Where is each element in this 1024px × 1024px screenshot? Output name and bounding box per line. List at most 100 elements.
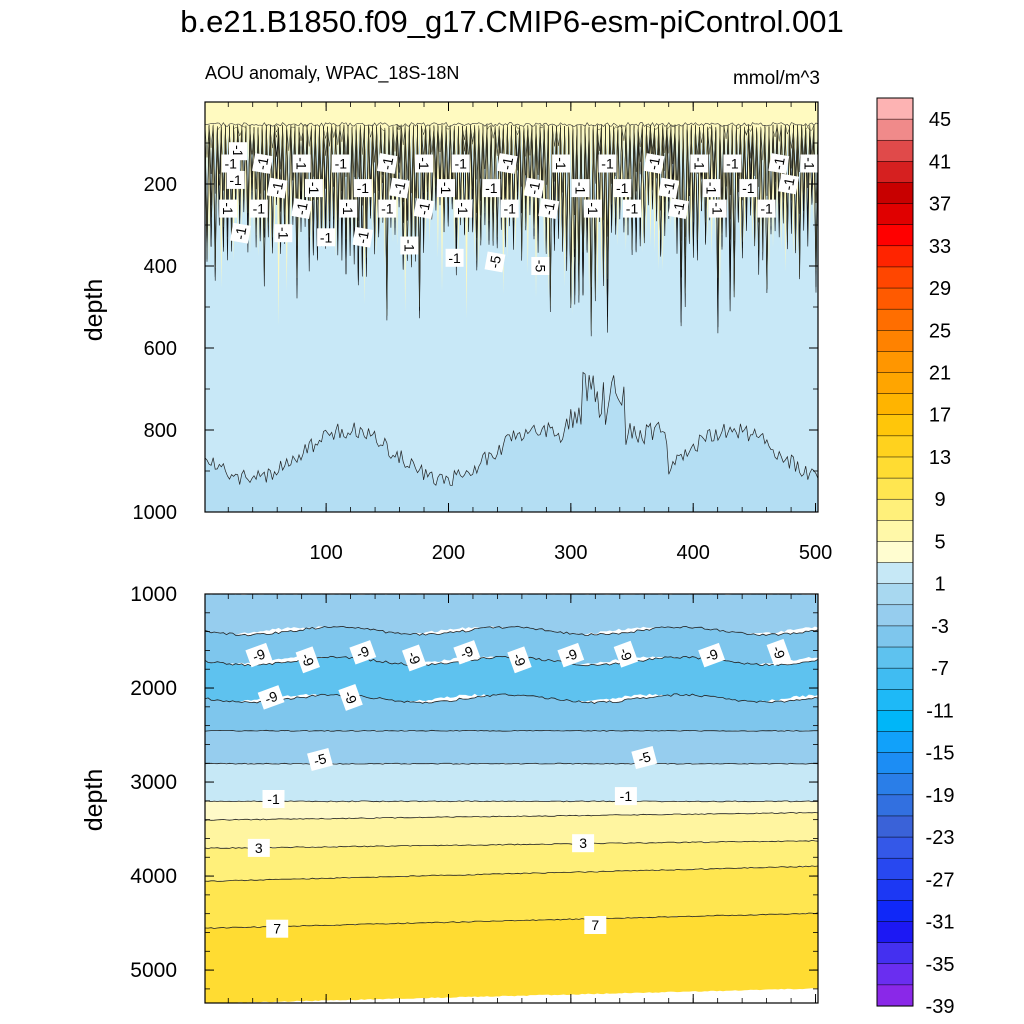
colorbar-box (876, 562, 914, 585)
layer-band (205, 656, 818, 704)
colorbar-box (876, 118, 914, 141)
contour-label: -9 (295, 646, 321, 674)
colorbar-box (876, 604, 914, 627)
svg-text:-1: -1 (503, 201, 516, 217)
contour-line (205, 371, 818, 486)
colorbar-box (876, 879, 914, 901)
svg-text:-1: -1 (391, 180, 409, 195)
svg-text:-5: -5 (312, 750, 328, 769)
contour-label: -1 (613, 179, 632, 198)
contour-label: -1 (376, 153, 398, 174)
svg-text:3: 3 (579, 835, 587, 851)
colorbar-box (876, 689, 914, 711)
layer-band (205, 840, 818, 882)
svg-text:-1: -1 (378, 156, 396, 171)
contour-label: -1 (768, 153, 790, 174)
contour-label: -1 (226, 170, 245, 189)
lower-ylabel: depth (80, 769, 108, 832)
colorbar-box (876, 203, 914, 226)
svg-text:-1: -1 (760, 201, 773, 217)
contour-label: -1 (658, 177, 680, 199)
colorbar-box (876, 372, 914, 395)
colorbar-box (876, 330, 914, 352)
colorbar-box (876, 984, 914, 1007)
colorbar-box (876, 773, 914, 796)
colorbar-box (876, 393, 914, 416)
colorbar-box (876, 287, 914, 310)
svg-text:-9: -9 (510, 651, 529, 668)
upper-panel: -1-1 -1 -1 -1 -1 -1 -1 -1 -1 -1 -1 -1 -1 -1 -1-1-1 -1 -1… (80, 101, 832, 564)
svg-text:-1: -1 (742, 180, 755, 196)
lower-x-axis (227, 594, 817, 1003)
svg-text:-1: -1 (645, 156, 663, 171)
colorbar-box (876, 541, 914, 564)
upper-plot-area: -1-1 -1 -1 -1 -1 -1 -1 -1 -1 -1 -1 -1 -1 -1 -1-1-1 -1 -1… (205, 102, 818, 512)
contour-label: -1 (304, 179, 323, 198)
svg-text:-1: -1 (253, 201, 266, 217)
contour-label: -1 (668, 198, 689, 220)
colorbar-box (876, 731, 914, 754)
colorbar-box (876, 900, 914, 923)
svg-text:-1: -1 (357, 180, 370, 196)
lower-contour-labels: -9 -9 -9 -9 -9 -9 -9 -9 -9 -9 -9 -9 -5 -5 -1 -1 3 3 7 7 (245, 638, 792, 938)
contour-label: -1 (339, 199, 358, 218)
contour-label: -1 (262, 790, 285, 808)
svg-text:-1: -1 (585, 202, 601, 215)
colorbar-label: -11 (926, 700, 953, 722)
contour-label: -9 (507, 646, 532, 674)
contour-label: -1 (702, 179, 721, 198)
panel-subtitle: AOU anomaly, WPAC_18S-18N (205, 63, 460, 83)
contour-label: -1 (614, 787, 637, 806)
y-tick-label: 2000 (130, 677, 177, 700)
contour-label: -9 (338, 683, 363, 711)
svg-text:-1: -1 (267, 791, 280, 807)
colorbar-box (876, 224, 914, 247)
svg-text:-1: -1 (438, 182, 454, 195)
svg-text:-1: -1 (626, 201, 639, 217)
lower-bands (205, 594, 818, 1003)
svg-text:-1: -1 (224, 156, 237, 172)
svg-text:-1: -1 (293, 201, 311, 216)
svg-text:-9: -9 (298, 651, 317, 668)
upper-contour-lines (205, 121, 818, 486)
colorbar-box (876, 857, 914, 880)
svg-text:-1: -1 (454, 156, 467, 172)
svg-text:3: 3 (255, 840, 263, 856)
contour-label: -9 (766, 638, 792, 666)
svg-text:-1: -1 (401, 239, 417, 252)
contour-line (205, 625, 818, 637)
contour-label: -1 (496, 153, 518, 174)
colorbar-box (876, 963, 914, 986)
colorbar-box (876, 815, 914, 838)
svg-text:-1: -1 (415, 201, 433, 216)
contour-label: 3 (247, 838, 270, 857)
contour-label: -1 (413, 198, 435, 220)
contour-label: -1 (331, 154, 350, 173)
contour-line (205, 729, 818, 732)
contour-line (205, 865, 818, 882)
contour-label: -1 (451, 154, 470, 173)
contour-label: -1 (317, 228, 336, 247)
upper-y-axis: 200 400 600 800 1000 (133, 142, 818, 524)
colorbar-label: 1 (934, 574, 945, 596)
colorbar-label: -23 (926, 827, 955, 849)
svg-text:-1: -1 (616, 180, 629, 196)
contour-line (205, 839, 818, 850)
svg-text:-1: -1 (232, 225, 250, 240)
svg-text:-9: -9 (769, 644, 788, 661)
contour-label: -9 (401, 644, 427, 672)
contour-label: -5 (307, 747, 333, 772)
contour-line (205, 912, 818, 929)
svg-text:-1: -1 (691, 157, 707, 170)
colorbar-box (876, 583, 914, 606)
colorbar-box (876, 942, 914, 965)
svg-text:-1: -1 (498, 156, 516, 171)
contour-label: -1 (598, 154, 617, 173)
contour-label: -1 (378, 199, 397, 218)
colorbar-label: -31 (926, 912, 955, 934)
colorbar-label: 9 (934, 489, 945, 511)
contour-label: 7 (266, 919, 289, 938)
layer-band (205, 865, 818, 929)
colorbar-label: 33 (929, 236, 951, 258)
svg-text:-1: -1 (704, 182, 720, 195)
